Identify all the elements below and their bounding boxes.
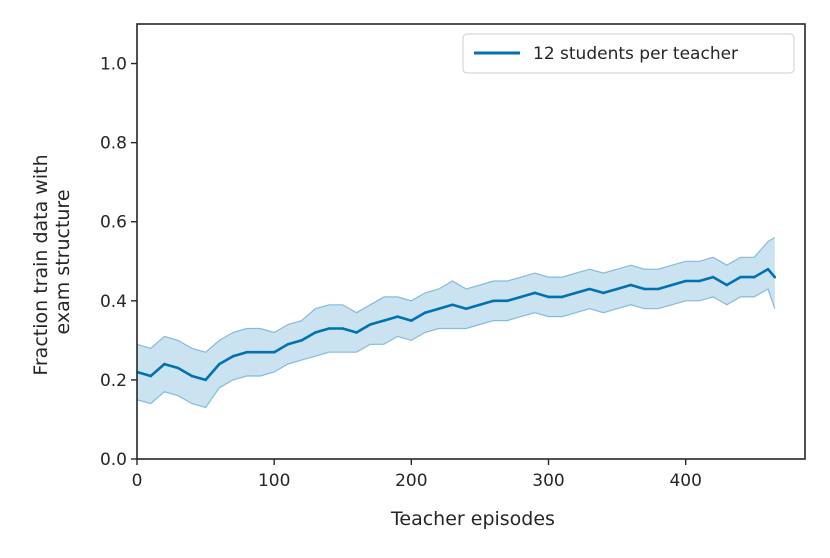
data-point xyxy=(519,295,523,299)
data-point xyxy=(533,291,537,295)
data-point xyxy=(656,287,660,291)
data-point xyxy=(492,299,495,303)
data-point xyxy=(190,374,194,378)
axes: 0 100 200 300 400 0.0 0.2 0.4 0.6 0.8 1.0 xyxy=(100,23,806,491)
data-point xyxy=(698,279,701,283)
legend-box xyxy=(462,33,795,74)
data-point xyxy=(478,303,482,307)
data-point xyxy=(766,267,770,271)
data-point xyxy=(218,362,221,366)
legend: 12 students per teacher xyxy=(462,33,795,74)
data-point xyxy=(464,307,468,311)
y-axis-label-line-2: exam structure xyxy=(52,189,74,334)
data-point xyxy=(355,331,358,334)
y-tick-label: 0.2 xyxy=(100,371,127,391)
data-point xyxy=(327,327,331,330)
x-tick-label: 400 xyxy=(669,471,701,491)
y-tick-label: 0.6 xyxy=(100,213,127,233)
y-axis-label-line-1: Fraction train data with xyxy=(30,154,52,375)
data-point xyxy=(272,350,276,354)
data-point xyxy=(574,291,578,295)
y-tick-label: 0.4 xyxy=(100,292,127,312)
data-point xyxy=(410,319,413,322)
y-tick-label: 0.0 xyxy=(100,450,127,470)
data-point xyxy=(629,283,633,287)
data-point xyxy=(245,350,248,354)
data-point xyxy=(560,295,564,299)
data-point xyxy=(670,283,674,287)
data-point xyxy=(725,283,729,287)
x-tick-label: 100 xyxy=(258,471,290,491)
data-point xyxy=(437,307,441,311)
data-point xyxy=(368,323,372,326)
data-point xyxy=(382,319,386,322)
data-point xyxy=(602,291,605,295)
x-tick-label: 200 xyxy=(395,471,427,491)
data-point xyxy=(314,331,317,334)
x-tick-label: 300 xyxy=(532,471,564,491)
y-tick-label: 0.8 xyxy=(100,134,127,154)
data-point xyxy=(547,295,550,299)
data-point xyxy=(176,366,180,370)
data-point xyxy=(163,362,166,366)
data-point xyxy=(643,287,646,291)
data-point xyxy=(149,374,152,378)
data-point xyxy=(451,303,454,307)
data-point xyxy=(615,287,619,291)
data-point xyxy=(684,279,687,283)
data-point xyxy=(739,275,742,279)
band-lower-edge xyxy=(137,288,776,409)
series-line xyxy=(137,267,776,382)
data-point xyxy=(423,311,427,315)
x-tick-label: 0 xyxy=(132,471,143,491)
legend-entry-label: 12 students per teacher xyxy=(533,44,738,64)
data-point xyxy=(231,354,235,358)
series-group xyxy=(137,236,777,409)
band-upper-edge xyxy=(137,236,776,353)
plot-area xyxy=(137,236,777,409)
data-point xyxy=(773,275,777,279)
confidence-band xyxy=(137,237,775,408)
plot-frame xyxy=(136,23,806,460)
data-point xyxy=(204,378,207,382)
data-point xyxy=(752,275,756,279)
data-point xyxy=(396,315,399,318)
data-point xyxy=(286,343,290,346)
data-point xyxy=(341,327,345,330)
data-point xyxy=(506,299,509,303)
y-tick-label: 1.0 xyxy=(100,55,127,75)
x-axis-label: Teacher episodes xyxy=(390,508,555,530)
data-point xyxy=(711,275,715,279)
data-point xyxy=(588,287,591,291)
y-axis-label: Fraction train data with exam structure xyxy=(30,148,74,375)
data-point xyxy=(300,339,303,342)
data-point xyxy=(259,350,262,354)
